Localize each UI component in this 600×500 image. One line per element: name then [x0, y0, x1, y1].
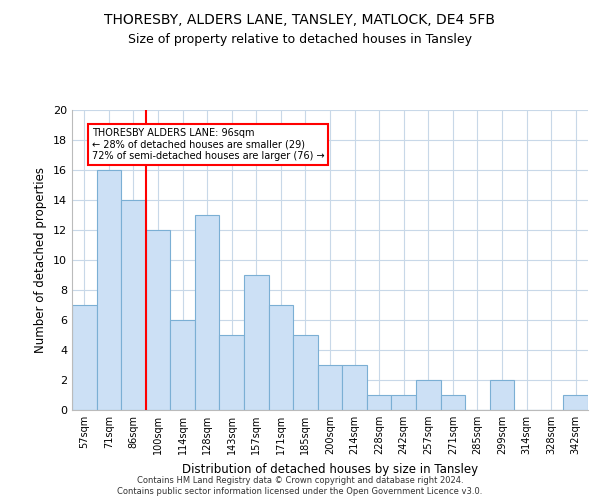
- Text: Size of property relative to detached houses in Tansley: Size of property relative to detached ho…: [128, 32, 472, 46]
- Bar: [195, 215, 220, 410]
- Y-axis label: Number of detached properties: Number of detached properties: [34, 167, 47, 353]
- Bar: [244, 275, 269, 410]
- Bar: [342, 365, 367, 410]
- Bar: [72, 305, 97, 410]
- Bar: [220, 335, 244, 410]
- Bar: [416, 380, 440, 410]
- Bar: [170, 320, 195, 410]
- Bar: [97, 170, 121, 410]
- Bar: [440, 395, 465, 410]
- Bar: [146, 230, 170, 410]
- Text: Contains HM Land Registry data © Crown copyright and database right 2024.: Contains HM Land Registry data © Crown c…: [137, 476, 463, 485]
- Bar: [121, 200, 146, 410]
- Bar: [318, 365, 342, 410]
- Text: Contains public sector information licensed under the Open Government Licence v3: Contains public sector information licen…: [118, 487, 482, 496]
- Text: THORESBY ALDERS LANE: 96sqm
← 28% of detached houses are smaller (29)
72% of sem: THORESBY ALDERS LANE: 96sqm ← 28% of det…: [92, 128, 324, 161]
- Bar: [391, 395, 416, 410]
- Bar: [490, 380, 514, 410]
- Bar: [293, 335, 318, 410]
- X-axis label: Distribution of detached houses by size in Tansley: Distribution of detached houses by size …: [182, 462, 478, 475]
- Bar: [367, 395, 391, 410]
- Bar: [563, 395, 588, 410]
- Bar: [269, 305, 293, 410]
- Text: THORESBY, ALDERS LANE, TANSLEY, MATLOCK, DE4 5FB: THORESBY, ALDERS LANE, TANSLEY, MATLOCK,…: [104, 12, 496, 26]
